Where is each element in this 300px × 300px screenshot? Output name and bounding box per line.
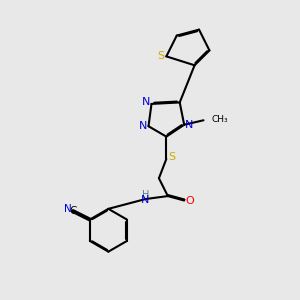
Text: S: S (158, 51, 165, 62)
Text: N: N (141, 195, 150, 205)
Text: C: C (69, 206, 76, 216)
Text: N: N (185, 120, 194, 130)
Text: O: O (186, 196, 194, 206)
Text: N: N (64, 203, 72, 214)
Text: S: S (168, 152, 175, 162)
Text: H: H (142, 190, 149, 200)
Text: N: N (139, 121, 147, 131)
Text: CH₃: CH₃ (212, 115, 228, 124)
Text: N: N (142, 98, 150, 107)
